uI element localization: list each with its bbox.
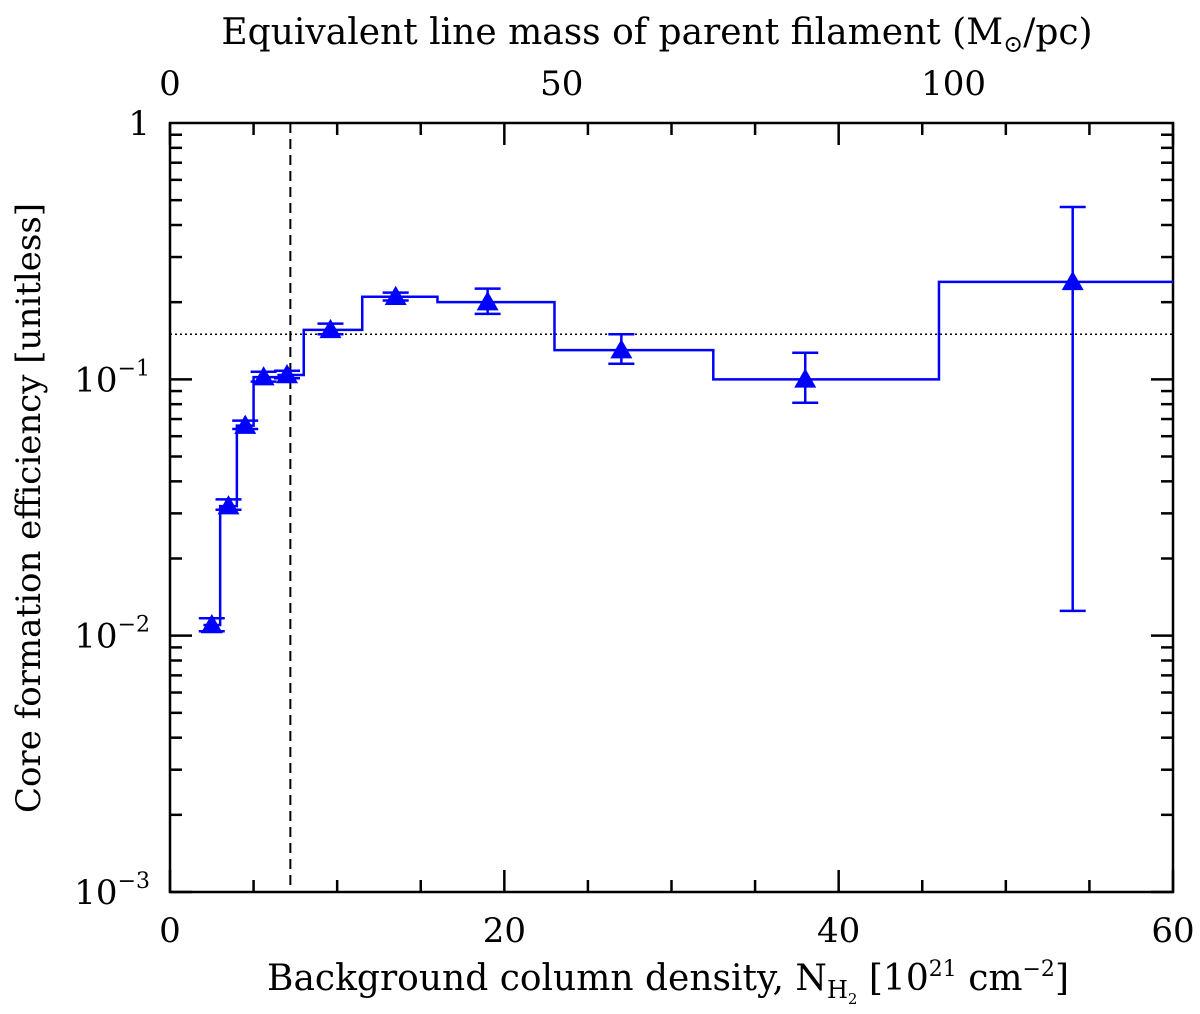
x-axis-label: Background column density, NH2 [1021 cm−… bbox=[267, 957, 1069, 1008]
data-point bbox=[794, 368, 817, 388]
x-tick-label: 0 bbox=[159, 911, 181, 951]
y-tick-label: 10−2 bbox=[74, 613, 150, 657]
x-tick-label: 20 bbox=[483, 911, 526, 951]
data-point bbox=[476, 291, 499, 311]
data-point bbox=[319, 318, 342, 339]
axis-ticks: 0 20 40 60 0 50 100 10−3 10−2 10−1 1 bbox=[74, 64, 1194, 951]
y-tick-label: 10−1 bbox=[74, 356, 150, 400]
y-axis-label: Core formation efficiency [unitless] bbox=[9, 203, 49, 813]
y-tick-label: 1 bbox=[128, 104, 150, 144]
data-point bbox=[276, 363, 299, 384]
top-axis-title: Equivalent line mass of parent filament … bbox=[221, 12, 1092, 58]
data-point bbox=[252, 366, 275, 386]
data-point bbox=[1061, 270, 1084, 291]
data-point bbox=[610, 339, 633, 359]
data-point bbox=[384, 285, 407, 305]
top-tick-label: 0 bbox=[159, 64, 181, 104]
y-tick-label: 10−3 bbox=[74, 869, 150, 913]
x-tick-label: 40 bbox=[817, 911, 860, 951]
step-line bbox=[203, 280, 1173, 627]
data-point bbox=[234, 414, 257, 434]
top-tick-label: 50 bbox=[540, 64, 583, 104]
series-cfe bbox=[198, 205, 1173, 634]
x-tick-label: 60 bbox=[1151, 911, 1194, 951]
data-point bbox=[217, 495, 240, 515]
top-tick-label: 100 bbox=[921, 64, 986, 104]
data-point bbox=[200, 614, 223, 634]
plot-frame bbox=[168, 121, 1175, 894]
reference-lines bbox=[170, 123, 1173, 892]
